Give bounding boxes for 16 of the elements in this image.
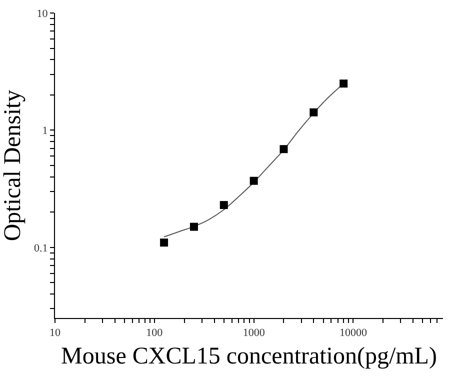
y-tick-label: 0.1 [34, 242, 48, 254]
point [250, 176, 258, 185]
point [310, 108, 318, 116]
point [340, 80, 348, 88]
y-axis-title: Optical Density [0, 90, 26, 242]
point [190, 222, 198, 231]
y-tick-label: 10 [36, 8, 48, 20]
x-axis-title: Mouse CXCL15 concentration(pg/mL) [61, 344, 437, 370]
x-tick-label: 100 [146, 327, 164, 340]
x-tick-label: 10 [50, 327, 61, 340]
point [280, 145, 288, 154]
y-tick-label: 1 [42, 125, 48, 138]
x-tick-label: 1000 [242, 327, 266, 340]
x-tick-label: 10000 [339, 327, 368, 340]
point [160, 238, 168, 247]
point [220, 201, 228, 210]
